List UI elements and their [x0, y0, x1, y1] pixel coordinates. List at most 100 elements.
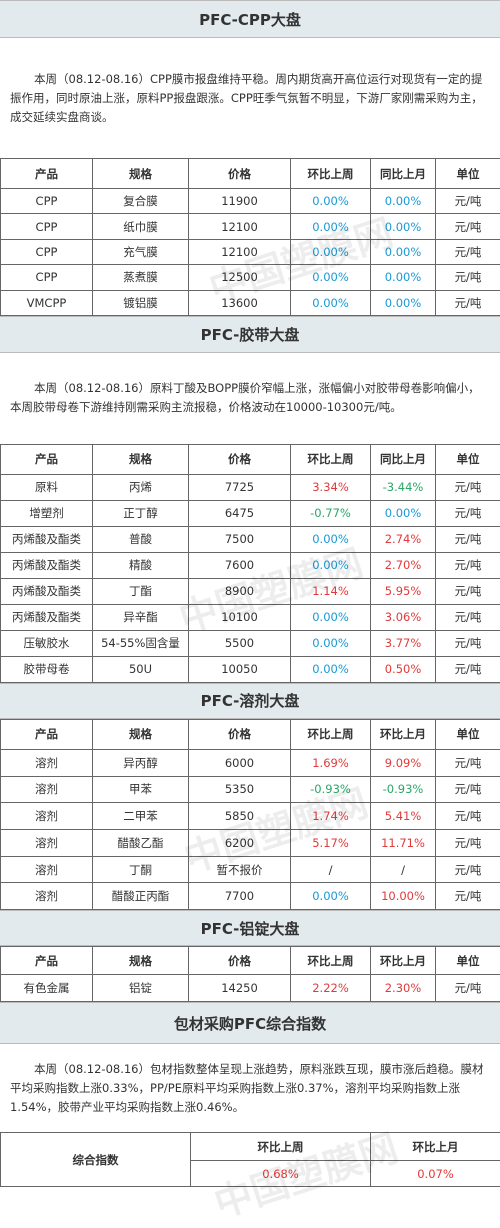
- cell: 0.68%: [191, 1161, 371, 1187]
- cell: 二甲苯: [93, 803, 189, 830]
- cell: 0.00%: [371, 189, 436, 214]
- cell: -0.93%: [291, 776, 371, 803]
- header-cell: 环比上周: [291, 719, 371, 749]
- cell: 溶剂: [1, 856, 93, 883]
- cell: 元/吨: [436, 189, 500, 214]
- cell: 13600: [189, 290, 291, 315]
- cell: 原料: [1, 474, 93, 500]
- header-row: 产品规格价格环比上周同比上月单位: [1, 444, 500, 474]
- header-cell: 环比上周: [191, 1133, 371, 1161]
- document: PFC-CPP大盘本周（08.12-08.16）CPP膜市报盘维持平稳。周内期货…: [0, 0, 500, 1187]
- cell: 0.00%: [371, 214, 436, 239]
- cell: 2.74%: [371, 526, 436, 552]
- header-cell: 产品: [1, 947, 93, 975]
- cell: 2.30%: [371, 975, 436, 1002]
- cell: 3.34%: [291, 474, 371, 500]
- cell: 正丁醇: [93, 500, 189, 526]
- header-cell: 环比上月: [371, 947, 436, 975]
- paragraph: 本周（08.12-08.16）CPP膜市报盘维持平稳。周内期货高开高位运行对现货…: [0, 38, 500, 158]
- cell: 元/吨: [436, 500, 500, 526]
- section-title: PFC-CPP大盘: [0, 0, 500, 38]
- cell: 0.00%: [291, 189, 371, 214]
- section: PFC-胶带大盘本周（08.12-08.16）原料丁酸及BOPP膜价窄幅上涨，涨…: [0, 316, 500, 683]
- cell: 元/吨: [436, 803, 500, 830]
- cell: 元/吨: [436, 656, 500, 682]
- cell: 元/吨: [436, 883, 500, 910]
- cell: 异丙醇: [93, 749, 189, 776]
- header-cell: 价格: [189, 444, 291, 474]
- header-cell: 单位: [436, 159, 500, 189]
- cell: 0.00%: [291, 604, 371, 630]
- cell: 丙烯: [93, 474, 189, 500]
- cell: 6200: [189, 830, 291, 857]
- cell: 元/吨: [436, 776, 500, 803]
- header-cell: 规格: [93, 719, 189, 749]
- cell: 溶剂: [1, 803, 93, 830]
- cell: 丙烯酸及酯类: [1, 578, 93, 604]
- cell: 复合膜: [93, 189, 189, 214]
- cell: 精酸: [93, 552, 189, 578]
- header-cell: 环比上月: [371, 1133, 500, 1161]
- cell: 0.00%: [291, 526, 371, 552]
- cell: CPP: [1, 265, 93, 290]
- cell: 充气膜: [93, 239, 189, 264]
- cell: 暂不报价: [189, 856, 291, 883]
- cell: 元/吨: [436, 239, 500, 264]
- cell: 0.00%: [291, 630, 371, 656]
- cell: 3.77%: [371, 630, 436, 656]
- cell: 0.00%: [291, 883, 371, 910]
- header-cell: 规格: [93, 444, 189, 474]
- cell: 7500: [189, 526, 291, 552]
- cell: 纸巾膜: [93, 214, 189, 239]
- cell: 0.00%: [371, 239, 436, 264]
- cell: 5.41%: [371, 803, 436, 830]
- cell: 14250: [189, 975, 291, 1002]
- cell: 元/吨: [436, 749, 500, 776]
- cell: 5350: [189, 776, 291, 803]
- cell: 铝锭: [93, 975, 189, 1002]
- cell: 元/吨: [436, 474, 500, 500]
- header-cell: 价格: [189, 159, 291, 189]
- header-cell: 环比上周: [291, 947, 371, 975]
- cell: 5850: [189, 803, 291, 830]
- cell: 7700: [189, 883, 291, 910]
- cell: 1.14%: [291, 578, 371, 604]
- cell: CPP: [1, 189, 93, 214]
- cell: 7725: [189, 474, 291, 500]
- data-row: 溶剂丁酮暂不报价//元/吨: [1, 856, 500, 883]
- section-title: 包材采购PFC综合指数: [0, 1002, 500, 1044]
- header-cell: 价格: [189, 947, 291, 975]
- cell: 3.06%: [371, 604, 436, 630]
- cell: 溶剂: [1, 883, 93, 910]
- cell: 8900: [189, 578, 291, 604]
- cell: 0.00%: [371, 290, 436, 315]
- section-title: PFC-铝锭大盘: [0, 910, 500, 946]
- cell: 0.00%: [291, 265, 371, 290]
- cell: 5500: [189, 630, 291, 656]
- cell: 11900: [189, 189, 291, 214]
- cell: 丁酯: [93, 578, 189, 604]
- header-row: 产品规格价格环比上周环比上月单位: [1, 719, 500, 749]
- cell: 异辛酯: [93, 604, 189, 630]
- cell: 元/吨: [436, 526, 500, 552]
- cell: 增塑剂: [1, 500, 93, 526]
- cell: 54-55%固含量: [93, 630, 189, 656]
- cell: 元/吨: [436, 552, 500, 578]
- cell: 7600: [189, 552, 291, 578]
- page: PFC-CPP大盘本周（08.12-08.16）CPP膜市报盘维持平稳。周内期货…: [0, 0, 500, 1188]
- header-row: 产品规格价格环比上周同比上月单位: [1, 159, 500, 189]
- cell: 溶剂: [1, 749, 93, 776]
- cell: 1.69%: [291, 749, 371, 776]
- cell: 2.22%: [291, 975, 371, 1002]
- cell: 压敏胶水: [1, 630, 93, 656]
- cell: CPP: [1, 214, 93, 239]
